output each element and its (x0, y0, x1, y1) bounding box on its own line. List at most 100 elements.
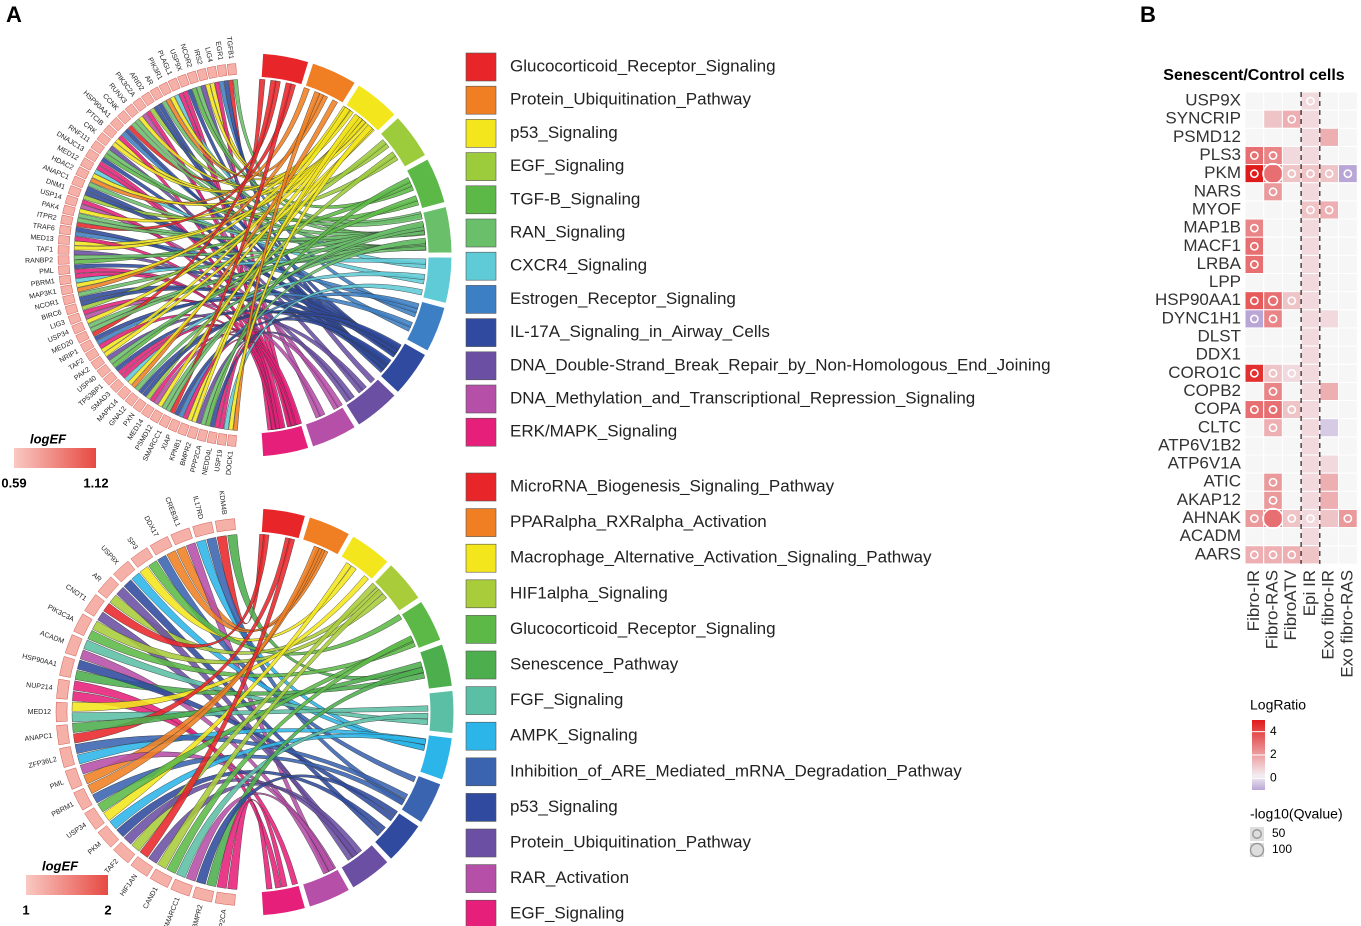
legend-label: DNA_Methylation_and_Transcriptional_Repr… (510, 388, 975, 407)
row-label: CLTC (1198, 417, 1241, 436)
heat-cell (1301, 401, 1320, 419)
gene-cell (177, 422, 190, 437)
ribbon (191, 113, 360, 423)
gene-cell (158, 413, 172, 429)
q-dot (1267, 295, 1279, 306)
pathway-arc (301, 516, 351, 556)
gene-cell (177, 73, 190, 88)
gene-cell (96, 363, 112, 378)
ribbon (139, 538, 295, 858)
heat-cell (1301, 310, 1320, 328)
gene-cell (140, 403, 155, 419)
legend-swatch (465, 85, 497, 115)
legend-title: -log10(Qvalue) (1250, 806, 1343, 822)
gene-cell (102, 124, 118, 139)
ribbon (176, 712, 429, 878)
q-dot (1249, 368, 1259, 378)
heat-cell (1301, 455, 1320, 473)
gene-cell (79, 157, 95, 171)
row-label: DYNC1H1 (1162, 308, 1241, 327)
gene-label: ACADM (39, 630, 65, 646)
ribbon (196, 774, 398, 885)
heat-cell (1301, 237, 1320, 255)
gene-cell (59, 746, 75, 768)
gene-cell (62, 293, 76, 306)
gene-cell (67, 312, 82, 325)
legend-label: PPARalpha_RXRalpha_Activation (510, 512, 767, 531)
pathway-arc (400, 774, 442, 824)
q-dot (1268, 550, 1278, 560)
gene-label: AR (91, 572, 103, 584)
heat-cell (1301, 328, 1320, 346)
heat-cell (1245, 146, 1264, 165)
heat-cell (1282, 546, 1301, 564)
gene-cell (214, 518, 236, 533)
gene-label: PML (39, 268, 54, 276)
row-label: HSP90AA1 (1155, 290, 1241, 309)
gene-cell (60, 284, 74, 296)
heat-cell (1301, 546, 1320, 564)
heat-cell (1320, 491, 1338, 509)
gene-cell (186, 425, 199, 440)
ribbon (223, 283, 423, 430)
gene-cell (64, 303, 79, 316)
row-label: USP9X (1185, 91, 1241, 110)
row-label: AARS (1195, 544, 1241, 563)
row-label: NARS (1194, 181, 1241, 200)
pathway-arc (373, 563, 420, 612)
q-dot (1343, 514, 1353, 523)
gene-cell (130, 547, 154, 568)
q-dot (1306, 96, 1315, 106)
heat-cell (1301, 437, 1320, 455)
gene-cell (64, 767, 83, 790)
scale-max: 1.12 (83, 475, 108, 490)
heat-cell (1301, 146, 1320, 165)
q-dot (1249, 296, 1259, 306)
row-label: DLST (1198, 327, 1241, 346)
heat-cell (1264, 491, 1282, 509)
gene-cell (167, 418, 181, 433)
gene-cell (117, 385, 132, 401)
gene-cell (97, 576, 120, 599)
q-dot (1268, 423, 1278, 433)
legend-label: AMPK_Signaling (510, 726, 638, 745)
gene-cell (216, 64, 228, 77)
q-dot (1324, 205, 1334, 215)
row-label: ATP6V1B2 (1158, 435, 1241, 454)
gene-label: IRS2 (192, 49, 203, 66)
heat-cell (1320, 310, 1338, 328)
gene-label: DOCK1 (226, 451, 235, 476)
heat-cell (1301, 292, 1320, 310)
heat-cell (1320, 419, 1338, 437)
heat-cell (1301, 382, 1320, 401)
column-label: Epi IR (1300, 570, 1319, 616)
q-dot (1287, 514, 1297, 523)
gene-label: NEDD4L (201, 447, 213, 476)
heat-cell (1245, 237, 1264, 255)
legend-label: p53_Signaling (510, 797, 618, 816)
gene-cell (170, 527, 193, 546)
gene-label: DDX17 (142, 515, 159, 538)
gene-label: USP14 (39, 188, 62, 201)
gene-label: SMARCC1 (163, 896, 182, 926)
heat-cell (1301, 110, 1320, 128)
ribbon (92, 593, 387, 665)
scale-min: 0.59 (1, 475, 26, 490)
legend-swatch (465, 472, 497, 502)
legend-label: MicroRNA_Biogenesis_Signaling_Pathway (510, 476, 835, 495)
ribbon (166, 635, 414, 874)
ribbon (216, 799, 288, 889)
row-label: ATP6V1A (1168, 454, 1242, 473)
pathway-arc (304, 62, 356, 104)
size-tick-label: 100 (1272, 842, 1292, 856)
heat-cell (1320, 509, 1338, 528)
heat-cell (1264, 292, 1282, 310)
heat-cell (1282, 364, 1301, 382)
row-label: PKM (1204, 163, 1241, 182)
legend-label: EGF_Signaling (510, 156, 624, 175)
heat-cell (1301, 509, 1320, 528)
scale-max: 2 (104, 902, 111, 917)
ribbon (206, 666, 424, 887)
gene-label: CAND1 (142, 886, 159, 910)
gene-label: TAF1 (36, 246, 53, 253)
